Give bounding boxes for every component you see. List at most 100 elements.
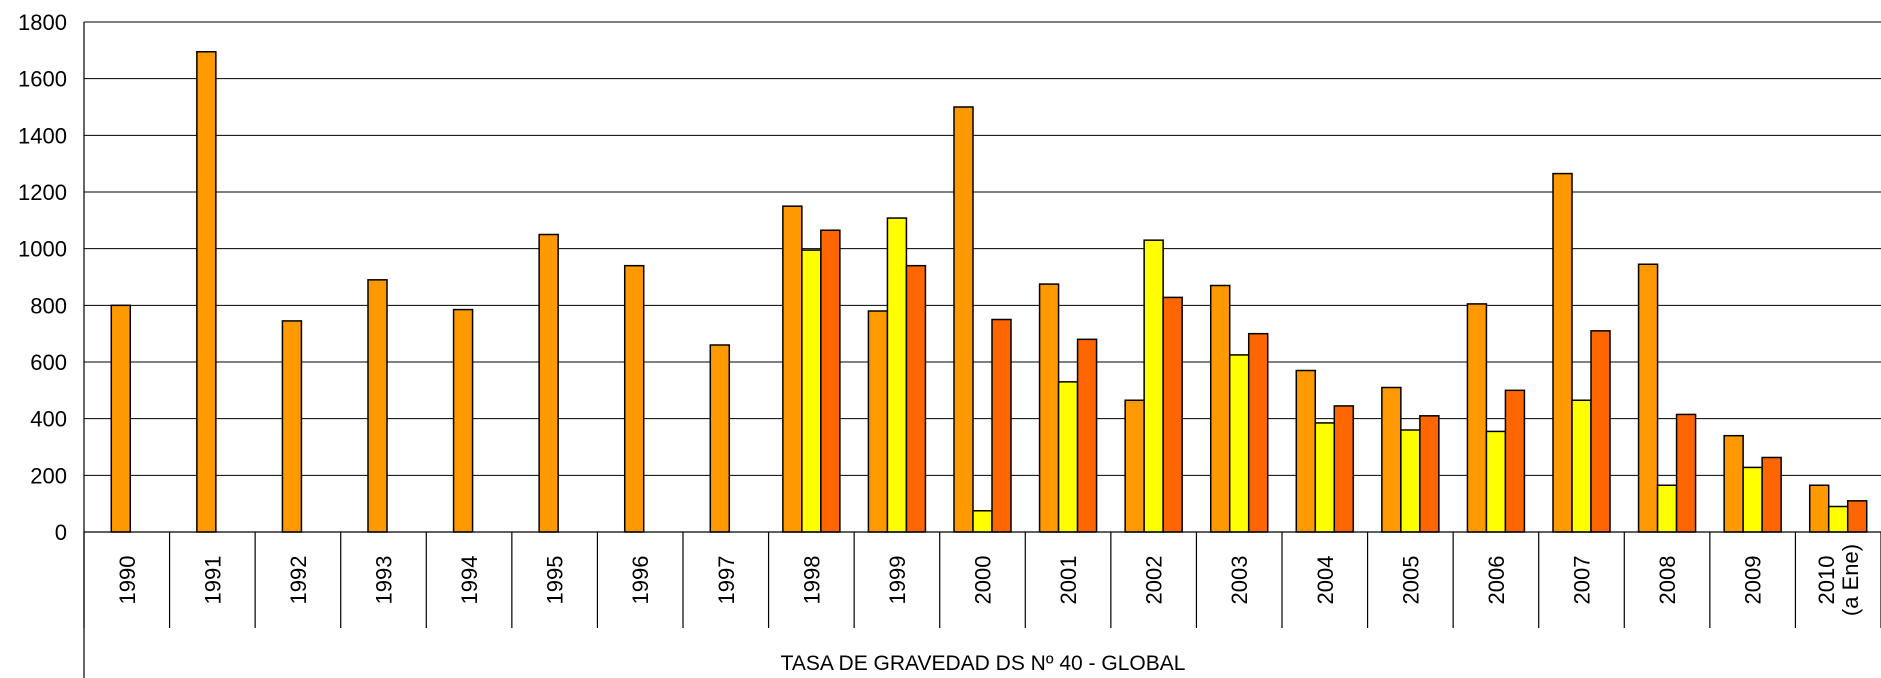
bar [1675,413,1697,533]
bar [1333,405,1355,533]
bar [820,229,841,533]
category-label: 2002 [1142,556,1167,605]
y-tick-label: 1000 [18,237,67,262]
bar [1742,466,1763,533]
category-label-line: 2001 [1056,556,1081,605]
category-label-line: 1990 [115,556,140,605]
category-label-line: 2009 [1741,556,1766,605]
category-label-line: 2000 [971,556,996,605]
bar [801,249,822,533]
x-axis-label: TASA DE GRAVEDAD DS Nº 40 - GLOBAL [781,652,1186,675]
category-label: 1991 [200,556,225,605]
category-label: 2007 [1570,556,1595,605]
bar [538,233,559,533]
category-label: 2004 [1313,556,1338,605]
category-label: 2008 [1655,556,1680,605]
bar [886,217,908,533]
bar [972,510,993,533]
gridlines [84,21,1881,476]
bar [1314,422,1336,533]
bar [991,318,1012,533]
category-label: 2010(a Ene) [1814,544,1863,616]
bar [1466,303,1488,533]
bar [1124,399,1145,533]
category-label-line: 2006 [1484,556,1509,605]
y-tick-label: 1400 [18,123,67,148]
bar [1827,505,1849,533]
y-tick-label: 800 [30,293,67,318]
y-tick-label: 600 [30,350,67,375]
category-label-line: 2007 [1570,556,1595,605]
bar [1228,354,1250,533]
bar [452,308,474,533]
bar [1162,296,1183,533]
bar [1808,484,1830,533]
category-label-line: 1992 [286,556,311,605]
y-tick-label: 200 [30,463,67,488]
bar [1400,429,1421,533]
bar [867,310,889,533]
category-label-line: 1995 [543,556,568,605]
bars [110,51,1868,533]
bar [1076,338,1098,533]
category-label-line: 2005 [1398,556,1423,605]
bar [709,344,731,533]
category-label: 1995 [543,556,568,605]
category-label: 1996 [628,556,653,605]
category-label-line: 1998 [799,556,824,605]
bar [1143,239,1164,533]
bar [1419,415,1440,533]
y-tick-label: 400 [30,407,67,432]
category-label-line: 2002 [1142,556,1167,605]
bar [1723,434,1744,533]
category-label-line: 2003 [1227,556,1252,605]
y-axis-tick-labels: 0 200 400 600 800 1000 1200 1400 1600 1800 [18,10,67,545]
category-label: 1992 [286,556,311,605]
bar [1571,399,1592,533]
bar [1209,284,1231,533]
category-label-line: 2004 [1313,556,1338,605]
category-label-line: 1994 [457,556,482,605]
category-label: 1994 [457,556,482,605]
bar [1381,386,1402,533]
category-labels: 1990 1991 1992 1993 1994 1995 1996 1997 1998 1999… [115,544,1863,616]
category-label: 2006 [1484,556,1509,605]
bar [1247,332,1269,533]
bar [196,51,217,533]
bar [905,264,927,533]
bar [281,320,303,533]
category-label-line: 1993 [372,556,397,605]
bar [782,205,803,533]
y-tick-label: 1600 [18,67,67,92]
bar [1485,430,1507,533]
y-tick-label: 0 [55,520,67,545]
category-label: 1999 [885,556,910,605]
category-label: 1990 [115,556,140,605]
bar [1295,369,1317,533]
bar [1057,381,1079,533]
bar [1590,330,1611,533]
bar [1761,456,1782,533]
category-label: 2000 [971,556,996,605]
category-label-line: 2010 [1814,556,1839,605]
category-label: 2001 [1056,556,1081,605]
category-label: 1998 [799,556,824,605]
bar [953,106,974,533]
category-label: 1993 [372,556,397,605]
bar [1038,283,1060,533]
bar [623,264,645,533]
category-label-line: 1996 [628,556,653,605]
category-label: 2009 [1741,556,1766,605]
category-label: 1997 [714,556,739,605]
category-label: 2003 [1227,556,1252,605]
y-tick-label: 1800 [18,10,67,35]
axes [83,22,1881,678]
category-label-line: 1997 [714,556,739,605]
category-label-line: (a Ene) [1838,544,1863,616]
category-label: 2005 [1398,556,1423,605]
bar [1637,263,1659,533]
category-label-line: 2008 [1655,556,1680,605]
category-label-line: 1991 [200,556,225,605]
bar [367,279,388,533]
